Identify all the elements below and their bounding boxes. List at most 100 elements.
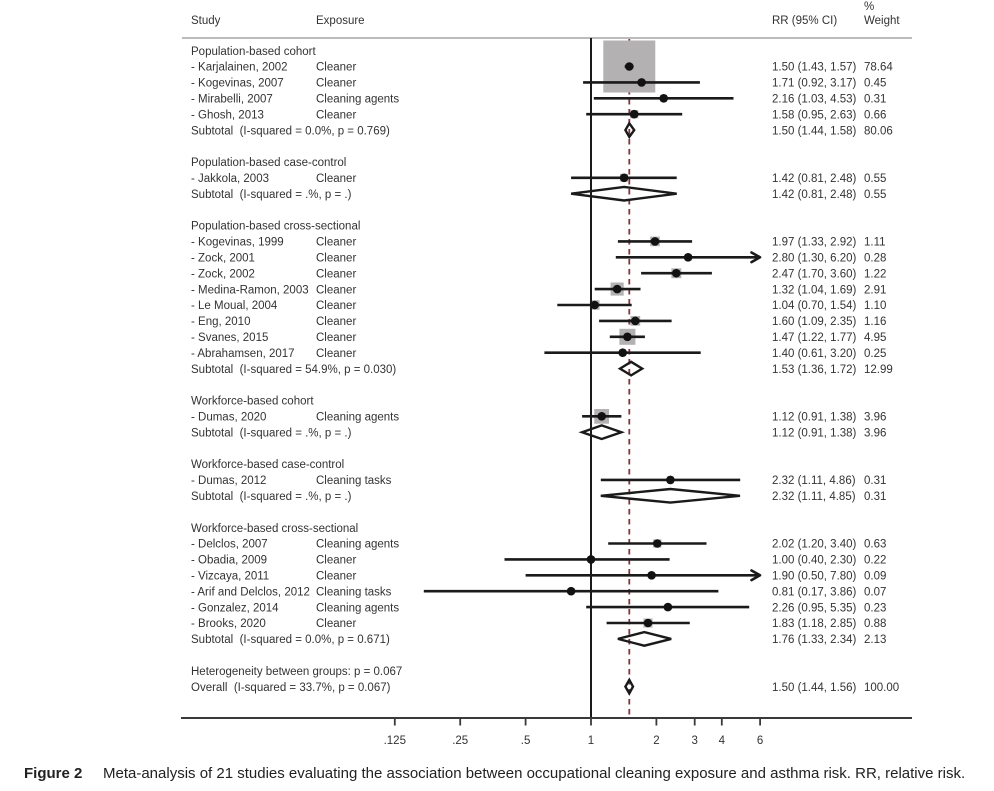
- svg-text:2.02 (1.20, 3.40): 2.02 (1.20, 3.40): [772, 539, 857, 551]
- svg-text:6: 6: [757, 735, 763, 747]
- svg-text:- Karjalainen, 2002: - Karjalainen, 2002: [191, 62, 288, 74]
- svg-text:1.47 (1.22, 1.77): 1.47 (1.22, 1.77): [772, 332, 857, 344]
- svg-text:- Zock, 2001: - Zock, 2001: [191, 253, 255, 265]
- svg-text:2: 2: [653, 735, 659, 747]
- svg-text:Workforce-based case-control: Workforce-based case-control: [191, 459, 344, 471]
- svg-text:Subtotal (I-squared = .%, p =: Subtotal (I-squared = .%, p = .): [191, 427, 352, 439]
- svg-text:0.55: 0.55: [864, 173, 886, 185]
- svg-text:1.83 (1.18, 2.85): 1.83 (1.18, 2.85): [772, 618, 857, 630]
- svg-text:4.95: 4.95: [864, 332, 886, 344]
- svg-text:- Brooks, 2020: - Brooks, 2020: [191, 618, 266, 630]
- svg-text:- Kogevinas, 2007: - Kogevinas, 2007: [191, 78, 284, 90]
- svg-text:80.06: 80.06: [864, 125, 893, 137]
- svg-text:Cleaner: Cleaner: [316, 300, 356, 312]
- svg-text:2.26 (0.95, 5.35): 2.26 (0.95, 5.35): [772, 602, 857, 614]
- svg-text:1.40 (0.61, 3.20): 1.40 (0.61, 3.20): [772, 348, 857, 360]
- svg-text:1.12 (0.91, 1.38): 1.12 (0.91, 1.38): [772, 427, 857, 439]
- svg-text:- Vizcaya, 2011: - Vizcaya, 2011: [191, 571, 269, 583]
- svg-text:Cleaning agents: Cleaning agents: [316, 412, 399, 424]
- svg-text:- Dumas, 2012: - Dumas, 2012: [191, 475, 266, 487]
- svg-text:Subtotal (I-squared = 54.9%,: Subtotal (I-squared = 54.9%, p = 0.030): [191, 364, 396, 376]
- svg-text:Cleaning agents: Cleaning agents: [316, 94, 399, 106]
- svg-text:Workforce-based cross-sectiona: Workforce-based cross-sectional: [191, 523, 358, 535]
- svg-text:12.99: 12.99: [864, 364, 893, 376]
- svg-text:1.22: 1.22: [864, 268, 886, 280]
- svg-text:- Jakkola, 2003: - Jakkola, 2003: [191, 173, 269, 185]
- svg-text:1.12 (0.91, 1.38): 1.12 (0.91, 1.38): [772, 412, 857, 424]
- svg-text:1: 1: [588, 735, 594, 747]
- svg-text:- Dumas, 2020: - Dumas, 2020: [191, 412, 266, 424]
- svg-text:0.07: 0.07: [864, 586, 886, 598]
- svg-text:1.16: 1.16: [864, 316, 886, 328]
- svg-text:0.25: 0.25: [864, 348, 886, 360]
- svg-text:78.64: 78.64: [864, 62, 893, 74]
- svg-text:0.31: 0.31: [864, 475, 886, 487]
- svg-text:2.80 (1.30, 6.20): 2.80 (1.30, 6.20): [772, 253, 857, 265]
- svg-text:Cleaner: Cleaner: [316, 78, 356, 90]
- svg-text:Exposure: Exposure: [316, 15, 365, 27]
- svg-text:Study: Study: [191, 15, 221, 27]
- svg-text:1.04 (0.70, 1.54): 1.04 (0.70, 1.54): [772, 300, 857, 312]
- svg-text:1.50 (1.43, 1.57): 1.50 (1.43, 1.57): [772, 62, 857, 74]
- svg-text:Workforce-based cohort: Workforce-based cohort: [191, 396, 314, 408]
- svg-text:Cleaner: Cleaner: [316, 62, 356, 74]
- svg-text:Cleaner: Cleaner: [316, 109, 356, 121]
- svg-text:Population-based case-control: Population-based case-control: [191, 157, 346, 169]
- svg-text:Overall (I-squared = 33.7%, p: Overall (I-squared = 33.7%, p = 0.067): [191, 682, 391, 694]
- svg-text:Cleaner: Cleaner: [316, 284, 356, 296]
- svg-text:1.71 (0.92, 3.17): 1.71 (0.92, 3.17): [772, 78, 857, 90]
- svg-text:Cleaner: Cleaner: [316, 268, 356, 280]
- svg-text:- Svanes, 2015: - Svanes, 2015: [191, 332, 268, 344]
- svg-text:3.96: 3.96: [864, 427, 886, 439]
- svg-text:Cleaner: Cleaner: [316, 332, 356, 344]
- svg-text:1.53 (1.36, 1.72): 1.53 (1.36, 1.72): [772, 364, 857, 376]
- svg-text:1.97 (1.33, 2.92): 1.97 (1.33, 2.92): [772, 237, 857, 249]
- svg-text:Subtotal (I-squared = 0.0%, p: Subtotal (I-squared = 0.0%, p = 0.769): [191, 125, 390, 137]
- svg-text:2.47 (1.70, 3.60): 2.47 (1.70, 3.60): [772, 268, 857, 280]
- svg-text:1.11: 1.11: [864, 237, 886, 249]
- svg-text:1.32 (1.04, 1.69): 1.32 (1.04, 1.69): [772, 284, 857, 296]
- svg-text:0.31: 0.31: [864, 491, 886, 503]
- svg-text:Cleaner: Cleaner: [316, 571, 356, 583]
- svg-text:1.42 (0.81, 2.48): 1.42 (0.81, 2.48): [772, 189, 857, 201]
- svg-text:0.81 (0.17, 3.86): 0.81 (0.17, 3.86): [772, 586, 857, 598]
- svg-text:Cleaner: Cleaner: [316, 237, 356, 249]
- svg-text:2.32 (1.11, 4.85): 2.32 (1.11, 4.85): [772, 491, 856, 503]
- svg-text:Cleaner: Cleaner: [316, 555, 356, 567]
- svg-text:2.13: 2.13: [864, 634, 886, 646]
- svg-text:Cleaner: Cleaner: [316, 348, 356, 360]
- svg-text:1.42 (0.81, 2.48): 1.42 (0.81, 2.48): [772, 173, 857, 185]
- svg-text:- Kogevinas, 1999: - Kogevinas, 1999: [191, 237, 284, 249]
- svg-text:- Medina-Ramon, 2003: - Medina-Ramon, 2003: [191, 284, 309, 296]
- svg-text:- Ghosh, 2013: - Ghosh, 2013: [191, 109, 264, 121]
- svg-text:0.45: 0.45: [864, 78, 886, 90]
- svg-text:0.66: 0.66: [864, 109, 886, 121]
- svg-text:.5: .5: [521, 735, 531, 747]
- svg-text:1.10: 1.10: [864, 300, 886, 312]
- svg-text:Heterogeneity between groups:: Heterogeneity between groups: p = 0.067: [191, 666, 402, 678]
- svg-text:%: %: [864, 1, 874, 13]
- svg-text:2.32 (1.11, 4.86): 2.32 (1.11, 4.86): [772, 475, 856, 487]
- svg-text:- Le Moual, 2004: - Le Moual, 2004: [191, 300, 278, 312]
- svg-text:0.88: 0.88: [864, 618, 886, 630]
- svg-text:1.58 (0.95, 2.63): 1.58 (0.95, 2.63): [772, 109, 857, 121]
- svg-text:Cleaning tasks: Cleaning tasks: [316, 475, 392, 487]
- svg-text:Subtotal (I-squared = .%, p =: Subtotal (I-squared = .%, p = .): [191, 189, 352, 201]
- svg-text:0.55: 0.55: [864, 189, 886, 201]
- svg-text:RR (95% CI): RR (95% CI): [772, 15, 837, 27]
- svg-text:Subtotal (I-squared = 0.0%, p: Subtotal (I-squared = 0.0%, p = 0.671): [191, 634, 390, 646]
- svg-text:3.96: 3.96: [864, 412, 886, 424]
- svg-text:1.50 (1.44, 1.58): 1.50 (1.44, 1.58): [772, 125, 857, 137]
- svg-text:1.50 (1.44, 1.56): 1.50 (1.44, 1.56): [772, 682, 857, 694]
- svg-text:Cleaner: Cleaner: [316, 618, 356, 630]
- svg-text:Population-based cross-section: Population-based cross-sectional: [191, 221, 360, 233]
- svg-text:Cleaning agents: Cleaning agents: [316, 602, 399, 614]
- svg-text:0.09: 0.09: [864, 571, 886, 583]
- svg-text:1.60 (1.09, 2.35): 1.60 (1.09, 2.35): [772, 316, 857, 328]
- svg-text:0.23: 0.23: [864, 602, 886, 614]
- svg-text:1.76 (1.33, 2.34): 1.76 (1.33, 2.34): [772, 634, 857, 646]
- svg-text:1.90 (0.50, 7.80): 1.90 (0.50, 7.80): [772, 571, 857, 583]
- svg-text:- Abrahamsen, 2017: - Abrahamsen, 2017: [191, 348, 295, 360]
- svg-text:.125: .125: [384, 735, 406, 747]
- svg-text:- Delclos, 2007: - Delclos, 2007: [191, 539, 268, 551]
